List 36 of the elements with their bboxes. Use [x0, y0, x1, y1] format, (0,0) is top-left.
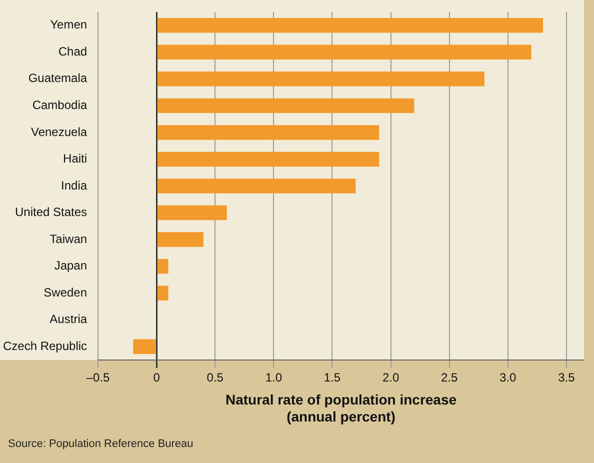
y-tick-label: India	[61, 178, 88, 192]
y-tick-label: Haiti	[63, 152, 88, 166]
bar	[157, 205, 227, 220]
y-tick-label: Chad	[58, 44, 88, 58]
y-tick-label: Cambodia	[32, 98, 88, 112]
y-tick-label: Sweden	[44, 285, 88, 300]
bar	[157, 286, 168, 300]
x-tick-label: –0.5	[86, 370, 110, 385]
bar	[157, 125, 380, 140]
y-tick-label: Japan	[54, 258, 88, 273]
y-tick-label: Taiwan	[50, 232, 88, 246]
y-tick-label: Guatemala	[28, 71, 88, 86]
x-tick-label: 2.0	[382, 370, 400, 385]
bar	[157, 98, 414, 114]
bar	[157, 72, 484, 86]
y-tick-label: Venezuela	[30, 124, 88, 139]
x-tick-label: 1.5	[324, 370, 341, 385]
x-tick-label: 0	[153, 370, 160, 385]
x-axis-title: Natural rate of population increase (annual percent)	[225, 392, 457, 424]
x-tick-label: 3.0	[500, 370, 517, 385]
y-tick-label: Yemen	[50, 18, 88, 32]
bar	[157, 232, 204, 247]
x-tick-label: 2.5	[440, 370, 458, 385]
bar	[133, 339, 156, 354]
x-tick-label: 0.5	[206, 370, 224, 385]
y-tick-label: Czech Republic	[2, 338, 88, 353]
bar	[157, 44, 532, 60]
bar	[157, 152, 380, 167]
bar	[157, 258, 168, 274]
bar	[157, 18, 544, 33]
y-tick-label: Austria	[50, 312, 88, 326]
y-tick-label: United States	[14, 205, 88, 220]
source-note: Source: Population Reference Bureau	[8, 438, 194, 450]
bar	[157, 178, 356, 194]
x-tick-label: 3.5	[558, 370, 576, 385]
x-tick-label: 1.0	[265, 370, 282, 385]
